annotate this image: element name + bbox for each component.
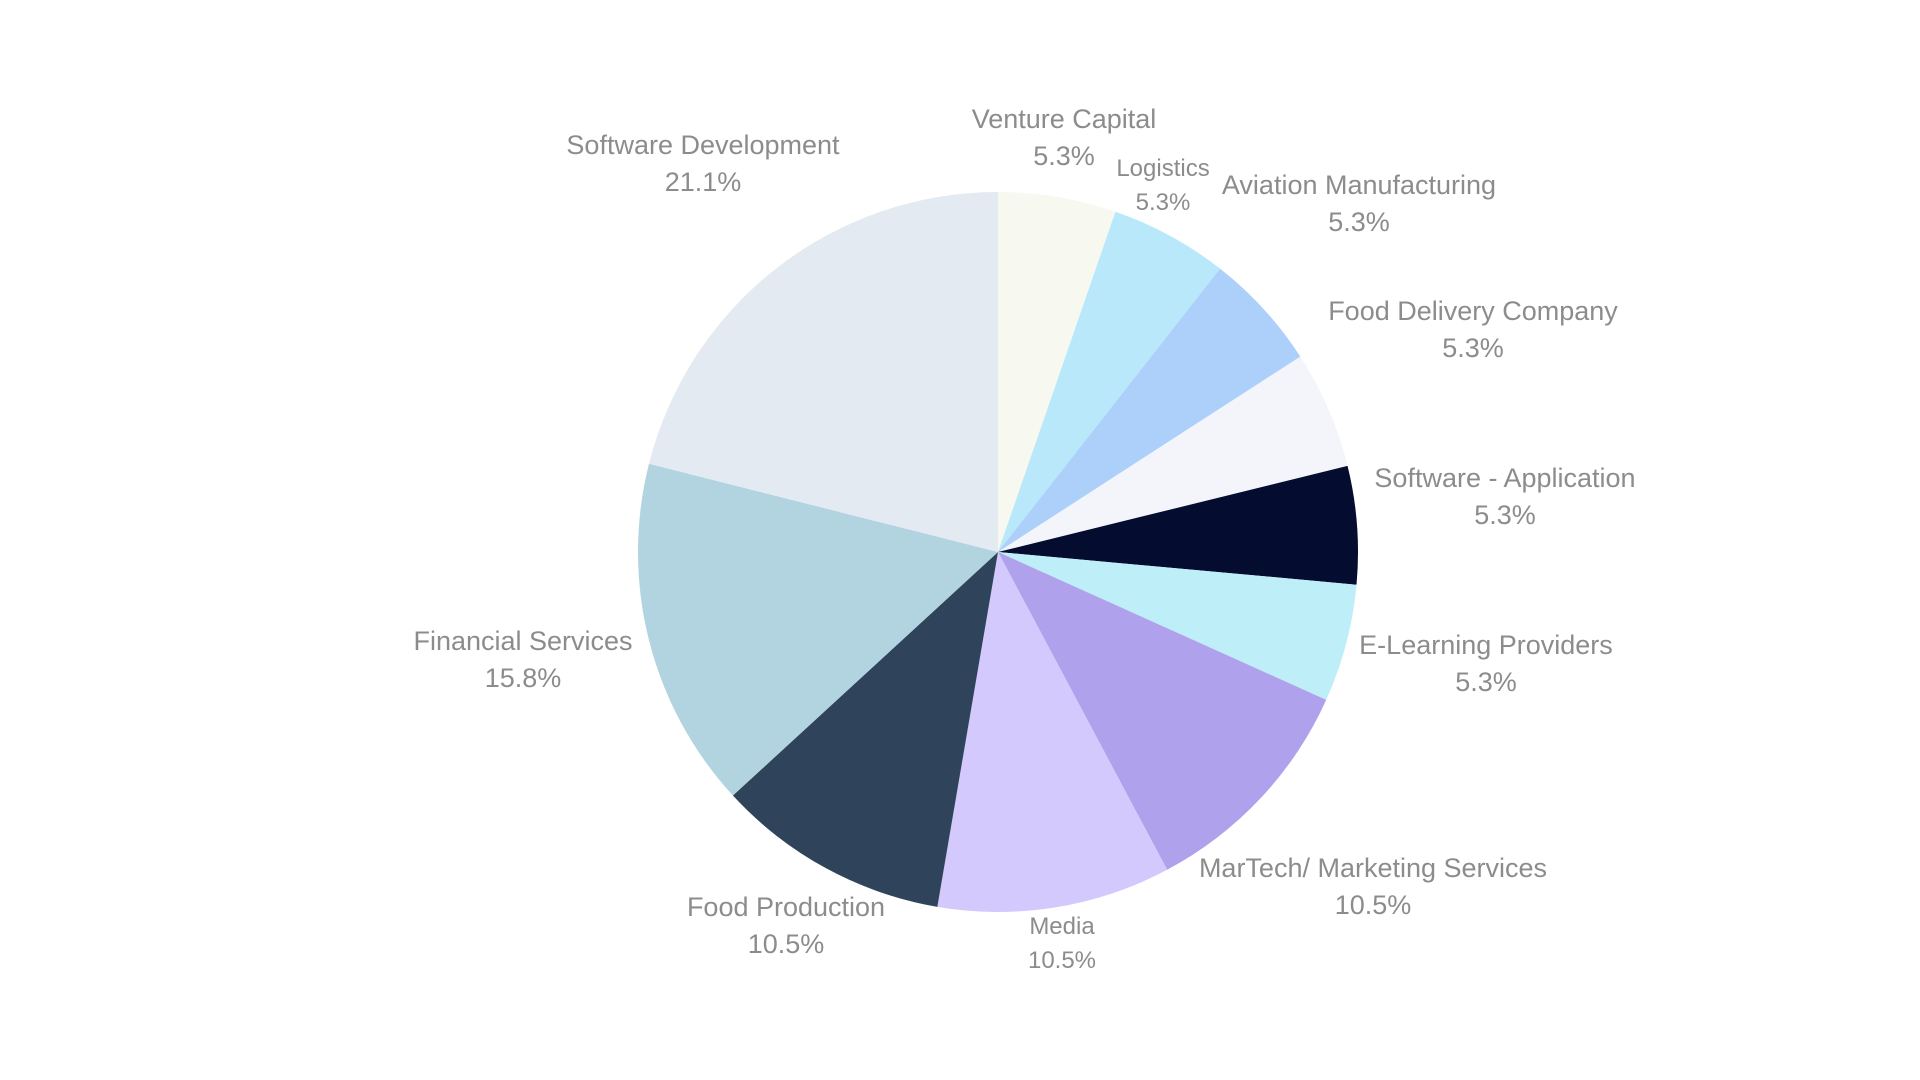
slice-label-media: Media	[1029, 913, 1095, 940]
pie-slice-financial-services	[638, 463, 998, 796]
slice-value-logistics: 5.3%	[1136, 189, 1191, 216]
pie-slice-aviation-manufacturing	[998, 268, 1301, 552]
slice-value-media: 10.5%	[1028, 947, 1096, 974]
slice-value-venture-capital: 5.3%	[1033, 141, 1095, 171]
slice-label-aviation-manufacturing: Aviation Manufacturing	[1222, 170, 1496, 200]
pie-slice-food-delivery-company	[998, 356, 1348, 552]
slice-label-financial-services: Financial Services	[413, 626, 632, 656]
slice-value-martech-marketing-services: 10.5%	[1335, 890, 1412, 920]
slice-value-food-production: 10.5%	[748, 929, 825, 959]
pie-slices	[638, 192, 1358, 912]
pie-labels: Venture Capital 5.3% Logistics 5.3% Aviation…	[413, 104, 1635, 974]
pie-slice-software-development	[648, 192, 998, 552]
slice-value-food-delivery-company: 5.3%	[1442, 333, 1504, 363]
slice-value-aviation-manufacturing: 5.3%	[1328, 207, 1390, 237]
pie-slice-logistics	[998, 211, 1221, 552]
pie-slice-e-learning-providers	[998, 552, 1357, 700]
pie-slice-software-application	[998, 465, 1358, 585]
pie-slice-food-production	[732, 552, 998, 907]
pie-slice-martech-marketing-services	[998, 552, 1327, 870]
slice-value-e-learning-providers: 5.3%	[1455, 667, 1517, 697]
slice-label-software-application: Software - Application	[1374, 463, 1635, 493]
pie-slice-media	[937, 552, 1168, 912]
slice-label-food-delivery-company: Food Delivery Company	[1328, 296, 1618, 326]
pie-slice-venture-capital	[998, 192, 1116, 552]
slice-value-financial-services: 15.8%	[485, 663, 562, 693]
slice-label-martech-marketing-services: MarTech/ Marketing Services	[1199, 853, 1547, 883]
slice-label-venture-capital: Venture Capital	[972, 104, 1157, 134]
slice-label-software-development: Software Development	[566, 130, 840, 160]
slice-label-food-production: Food Production	[687, 892, 885, 922]
slice-value-software-application: 5.3%	[1474, 500, 1536, 530]
slice-label-e-learning-providers: E-Learning Providers	[1359, 630, 1613, 660]
slice-label-logistics: Logistics	[1116, 155, 1209, 182]
slice-value-software-development: 21.1%	[665, 167, 742, 197]
